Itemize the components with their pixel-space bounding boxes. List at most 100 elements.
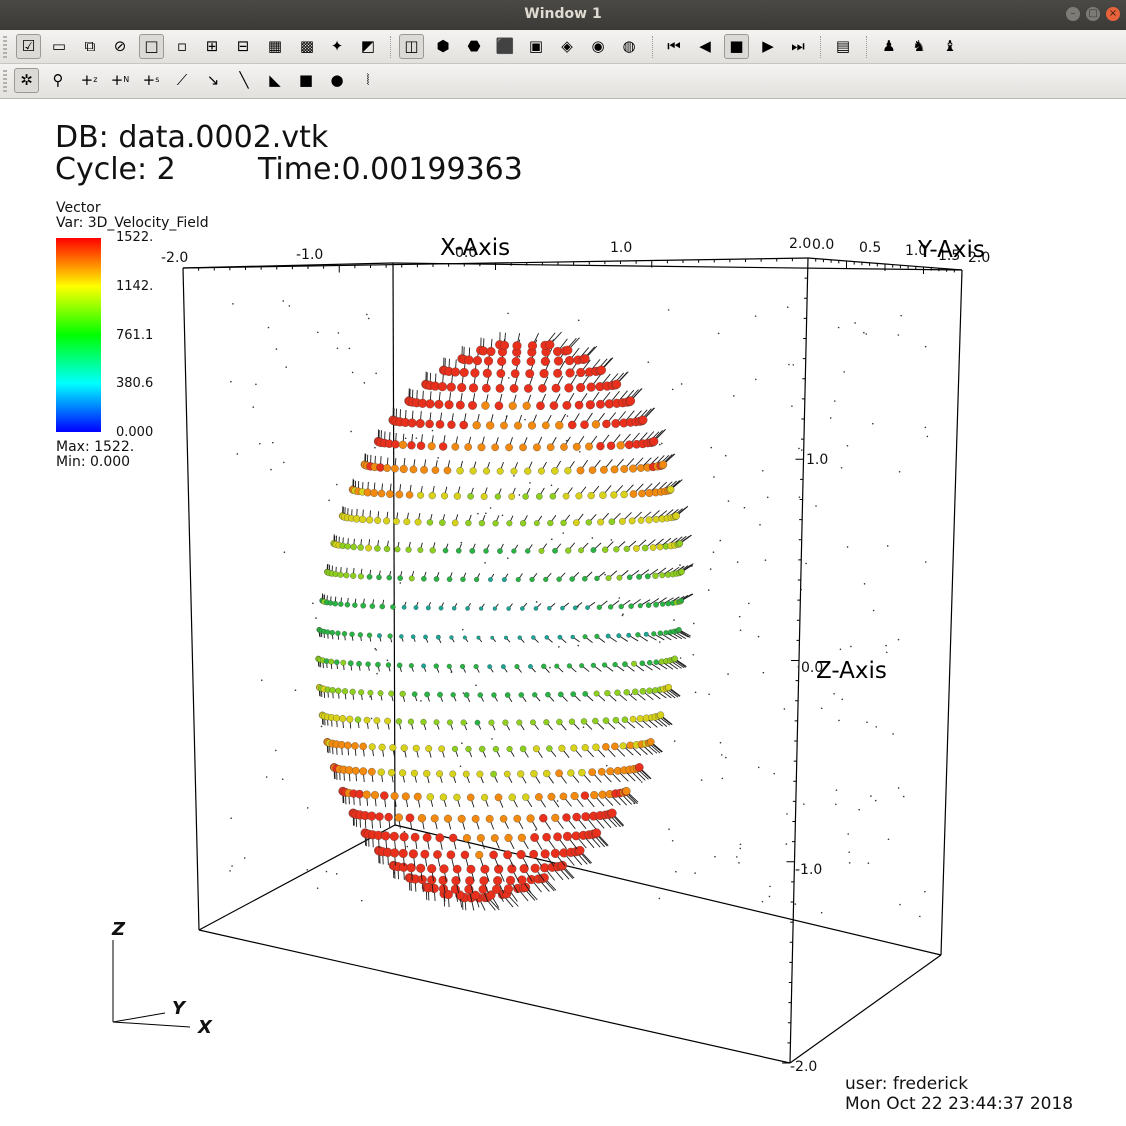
minimize-icon[interactable]: – <box>1066 7 1080 21</box>
title-bar[interactable]: Window 1 – □ × <box>0 0 1126 30</box>
layout-3x3-icon[interactable]: ▩ <box>299 36 315 55</box>
query-icon[interactable]: ♞ <box>912 36 926 55</box>
maximize-icon[interactable]: □ <box>1086 7 1100 21</box>
vector-glyph-head <box>435 420 445 429</box>
vector-glyph-head <box>659 460 668 469</box>
vector-glyph-head <box>389 744 397 752</box>
vector-glyph-head <box>365 661 371 667</box>
grid-point <box>875 726 878 728</box>
pick-icon[interactable]: ♟ <box>882 36 896 55</box>
vector-glyph-head <box>446 382 456 392</box>
vis-window[interactable]: DB: data.0002.vtk Cycle: 2 Time:0.001993… <box>0 99 1126 1126</box>
last-frame-icon[interactable]: ⏭ <box>791 36 805 55</box>
vector-glyph-head <box>457 383 467 393</box>
vector-glyph-head <box>519 864 529 874</box>
vector-glyph-head <box>474 719 481 726</box>
layout-2x3-icon[interactable]: ⊟ <box>236 36 250 55</box>
grid-point <box>848 851 850 853</box>
navigate-mode-icon[interactable]: ✲ <box>14 68 39 93</box>
active-window-icon[interactable]: ☑ <box>16 34 41 59</box>
vector-glyph-head <box>638 489 646 498</box>
grid-point <box>897 334 900 336</box>
vector-glyph-head <box>539 814 548 823</box>
vector-glyph-head <box>565 356 575 366</box>
toolbar-grip[interactable] <box>3 36 7 58</box>
first-frame-icon[interactable]: ⏮ <box>667 36 681 55</box>
vector-glyph-head <box>492 520 499 527</box>
toolbar-grip[interactable] <box>3 70 7 92</box>
grid-point <box>829 417 832 419</box>
vector-glyph-head <box>614 689 621 696</box>
vector-glyph-head <box>616 441 625 450</box>
layout-2x4-icon[interactable]: ▦ <box>267 36 283 55</box>
vector-glyph-head <box>375 661 381 668</box>
vector-glyph-head <box>438 442 448 451</box>
undo-view-icon[interactable]: ⬣ <box>467 36 481 55</box>
vector-glyph-head <box>529 849 539 859</box>
curve-pick-icon[interactable]: ⟋ <box>176 70 188 89</box>
vector-glyph-head <box>394 813 403 822</box>
vector-glyph-head <box>486 346 496 357</box>
zoom-mode-icon[interactable]: ⚲ <box>52 70 64 89</box>
grid-point <box>727 673 729 675</box>
grid-point <box>604 573 606 576</box>
vector-glyph-head <box>643 631 649 637</box>
vector-glyph-head <box>530 719 536 726</box>
lock-time-icon[interactable]: ◩ <box>360 36 376 55</box>
vector-glyph-head <box>572 812 581 822</box>
camera-icon[interactable]: ⬛ <box>495 36 515 55</box>
lineout-icon[interactable]: ▤ <box>835 36 851 55</box>
grid-point <box>897 638 900 641</box>
zone-pick-icon[interactable]: + z <box>80 70 98 89</box>
line-icon[interactable]: ↘ <box>206 70 220 89</box>
grid-point <box>800 449 803 451</box>
layout-2x2-icon[interactable]: ⊞ <box>205 36 219 55</box>
vector-glyph-head <box>585 442 593 451</box>
delete-window-icon[interactable]: ⊘ <box>113 36 127 55</box>
point-tool-icon[interactable]: ⦚ <box>366 70 370 89</box>
invert-background-icon[interactable]: ◈ <box>561 36 573 55</box>
vector-glyph-head <box>530 833 540 842</box>
grid-point <box>243 857 246 859</box>
reverse-play-icon[interactable]: ◀ <box>699 36 711 55</box>
grid-point <box>565 439 568 442</box>
3d-scene[interactable] <box>0 99 1126 1126</box>
vector-glyph-head <box>560 519 567 526</box>
plane-tool-icon[interactable]: ◣ <box>269 70 281 89</box>
view-3d-icon[interactable]: ◫ <box>399 34 424 59</box>
vector-glyph-head <box>446 850 456 860</box>
grid-point <box>630 693 633 696</box>
box-tool-icon[interactable]: ■ <box>298 70 314 89</box>
grid-point <box>738 862 740 864</box>
grid-point <box>462 692 465 694</box>
stop-icon[interactable]: ■ <box>724 34 749 59</box>
spreadsheet-pick-icon[interactable]: + s <box>142 70 160 89</box>
grid-point <box>374 446 376 449</box>
globe-icon[interactable]: ◍ <box>622 36 636 55</box>
layout-1x1-icon[interactable]: □ <box>139 34 164 59</box>
node-pick-icon[interactable]: + N <box>110 70 130 89</box>
lineout-tool-icon[interactable]: ╲ <box>239 70 249 89</box>
spin-mode-icon[interactable]: ◉ <box>591 36 605 55</box>
grid-point <box>673 740 676 742</box>
vector-glyph-head <box>607 604 614 610</box>
play-icon[interactable]: ▶ <box>762 36 774 55</box>
save-view-icon[interactable]: ▣ <box>528 36 544 55</box>
layout-1x2-icon[interactable]: ▫ <box>176 36 188 55</box>
vector-glyph-head <box>678 568 685 575</box>
close-icon[interactable]: × <box>1106 7 1120 21</box>
vector-glyph-head <box>349 631 355 637</box>
lock-view-icon[interactable]: ✦ <box>330 36 344 55</box>
new-window-icon[interactable]: ▭ <box>51 36 67 55</box>
copy-window-icon[interactable]: ⧉ <box>84 36 96 55</box>
vector-glyph-head <box>559 792 568 801</box>
clear-pick-icon[interactable]: ♝ <box>943 36 957 55</box>
grid-point <box>773 772 776 775</box>
vector-glyph-head <box>398 440 407 449</box>
vector-glyph-head <box>431 466 440 474</box>
vector-glyph-head <box>341 631 348 637</box>
triad-y-label: Y <box>172 998 186 1019</box>
grid-point <box>393 550 396 552</box>
recenter-view-icon[interactable]: ⬢ <box>436 36 450 55</box>
sphere-tool-icon[interactable]: ● <box>330 70 344 89</box>
